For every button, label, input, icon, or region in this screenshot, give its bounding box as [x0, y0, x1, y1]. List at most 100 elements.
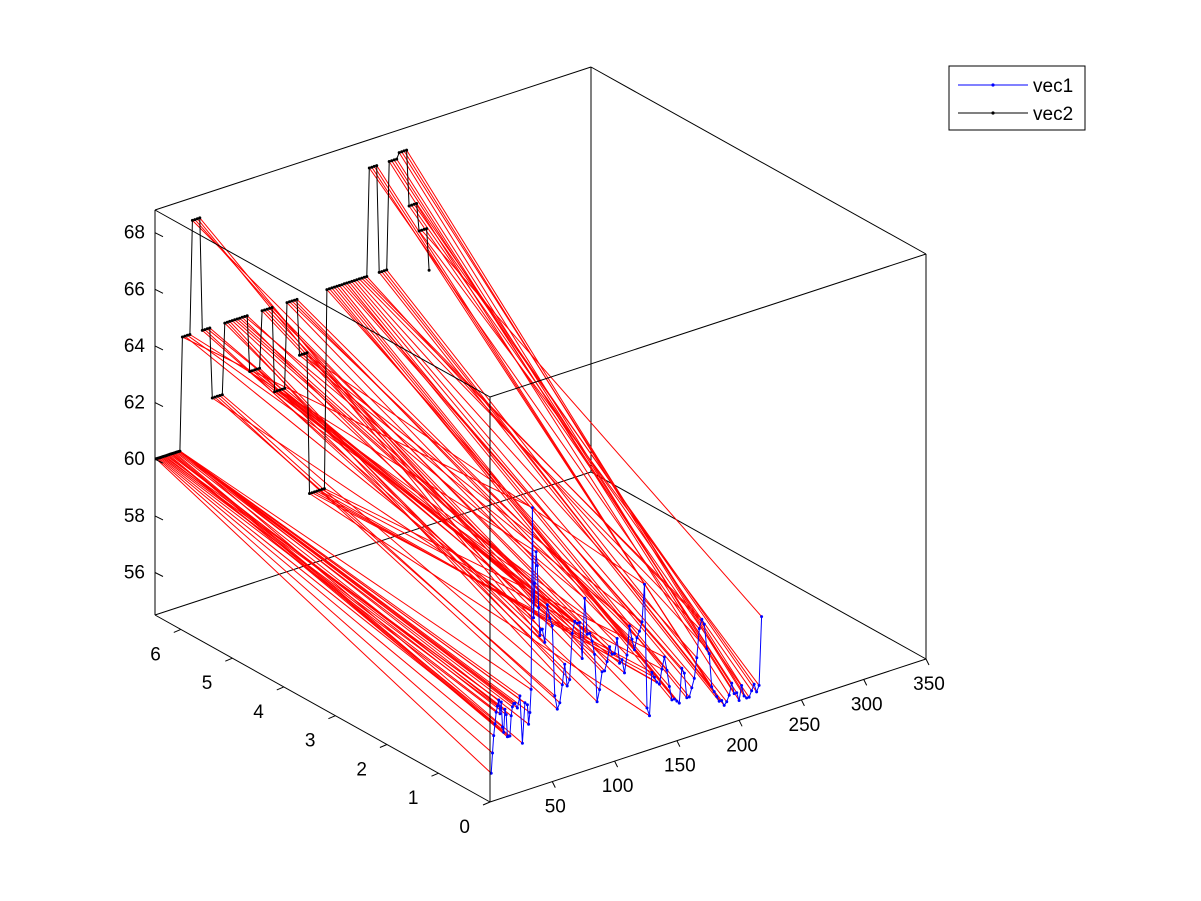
series-vec2-point — [377, 270, 381, 274]
series-vec1-point — [548, 616, 552, 620]
link-line — [177, 451, 513, 708]
series-vec2-point — [310, 491, 314, 495]
link-line — [179, 450, 529, 725]
series-vec1-point — [513, 701, 517, 705]
y-tick — [328, 715, 336, 720]
link-line — [398, 152, 740, 701]
series-vec1-point — [690, 686, 694, 690]
series-vec2-point — [405, 148, 409, 152]
series-vec1-point — [520, 741, 524, 745]
series-vec2-point — [185, 333, 189, 337]
series-vec2-point — [332, 285, 336, 289]
series-vec2-point — [240, 315, 244, 319]
series-vec1-point — [563, 662, 567, 666]
series-vec1-point — [537, 606, 541, 610]
series-vec2-point — [347, 280, 351, 284]
box-edge-back-bottom-x — [154, 471, 592, 616]
series-vec2-point — [255, 367, 259, 371]
series-vec1-point — [532, 616, 536, 620]
series-vec2-point — [380, 270, 384, 274]
series-vec1-point — [565, 684, 569, 688]
series-vec1-point — [575, 621, 579, 625]
series-vec1-point — [750, 689, 754, 693]
z-tick — [154, 288, 164, 294]
series-vec2-point — [285, 301, 289, 305]
series-vec2-point — [350, 279, 354, 283]
series-vec2-point — [362, 275, 366, 279]
series-vec1-point — [757, 683, 761, 687]
series-vec1-point — [553, 694, 557, 698]
series-vec2-point — [290, 299, 294, 303]
link-line — [175, 451, 512, 717]
link-line — [172, 453, 508, 738]
series-vec1-point — [662, 655, 666, 659]
link-line — [321, 488, 663, 670]
x-tick — [738, 720, 743, 727]
y-tick-label: 1 — [408, 788, 419, 809]
series-vec2-point — [370, 165, 374, 169]
link-line — [286, 302, 628, 656]
link-line — [221, 394, 563, 686]
series-vec2-point — [295, 297, 299, 301]
series-vec2-point — [407, 204, 411, 208]
series-vec1-point — [493, 722, 497, 726]
series-vec1-point — [687, 695, 691, 699]
series-vec2-point — [288, 300, 291, 304]
series-vec2-point — [235, 317, 239, 321]
series-vec1-point — [742, 694, 746, 698]
series-vec2-point — [260, 309, 264, 313]
series-vec1-point — [530, 506, 534, 510]
series-vec2-point — [335, 284, 339, 288]
link-line — [339, 285, 680, 704]
x-tick-label: 100 — [602, 776, 634, 797]
series-layer — [154, 148, 764, 775]
y-tick — [276, 686, 284, 691]
z-tick-label: 66 — [124, 279, 145, 300]
y-tick-label: 0 — [459, 817, 470, 838]
series-vec1-point — [603, 669, 607, 673]
series-vec1-point — [529, 687, 533, 691]
series-vec2-point — [352, 279, 356, 283]
series-vec1-point — [608, 645, 612, 649]
box-edge-x-axis — [489, 658, 927, 803]
series-vec2-point — [268, 306, 272, 310]
series-vec2-point — [315, 489, 319, 493]
series-vec2-point — [300, 352, 304, 356]
link-line — [201, 330, 543, 630]
y-tick — [431, 772, 439, 777]
series-vec1-point — [625, 653, 629, 657]
series-vec2-point — [303, 352, 306, 356]
link-line — [408, 205, 750, 698]
series-vec1-point — [675, 699, 679, 703]
series-vec2-point — [190, 218, 194, 222]
box-edge-y-axis — [154, 614, 491, 803]
series-vec1-point — [498, 712, 502, 716]
x-tick-label: 200 — [726, 735, 758, 756]
z-tick-label: 58 — [124, 506, 145, 527]
series-vec1-point — [528, 711, 532, 714]
y-tick — [225, 657, 233, 662]
series-vec1-point — [613, 652, 617, 655]
series-vec2-point — [320, 487, 324, 491]
series-vec1-point — [682, 671, 686, 675]
series-vec1-point — [538, 634, 542, 638]
series-vec2-point — [327, 287, 331, 291]
series-vec2-point — [178, 449, 182, 453]
z-tick — [154, 402, 164, 408]
series-vec2-point — [278, 388, 282, 392]
series-vec1-point — [643, 582, 646, 586]
series-vec1-point — [515, 706, 519, 710]
legend-vec1-label: vec1 — [1033, 76, 1073, 97]
series-vec1-point — [550, 624, 554, 628]
x-tick — [551, 781, 556, 788]
series-vec1-point — [590, 639, 594, 643]
series-vec1-point — [722, 703, 726, 707]
x-tick-label: 250 — [789, 715, 821, 736]
z-tick-label: 68 — [124, 223, 145, 244]
series-vec2-point — [253, 368, 257, 372]
x-tick — [925, 658, 930, 666]
link-line — [239, 317, 581, 623]
series-vec1-point — [580, 657, 584, 660]
series-vec2-point — [360, 276, 364, 280]
series-vec1-point — [496, 704, 499, 708]
